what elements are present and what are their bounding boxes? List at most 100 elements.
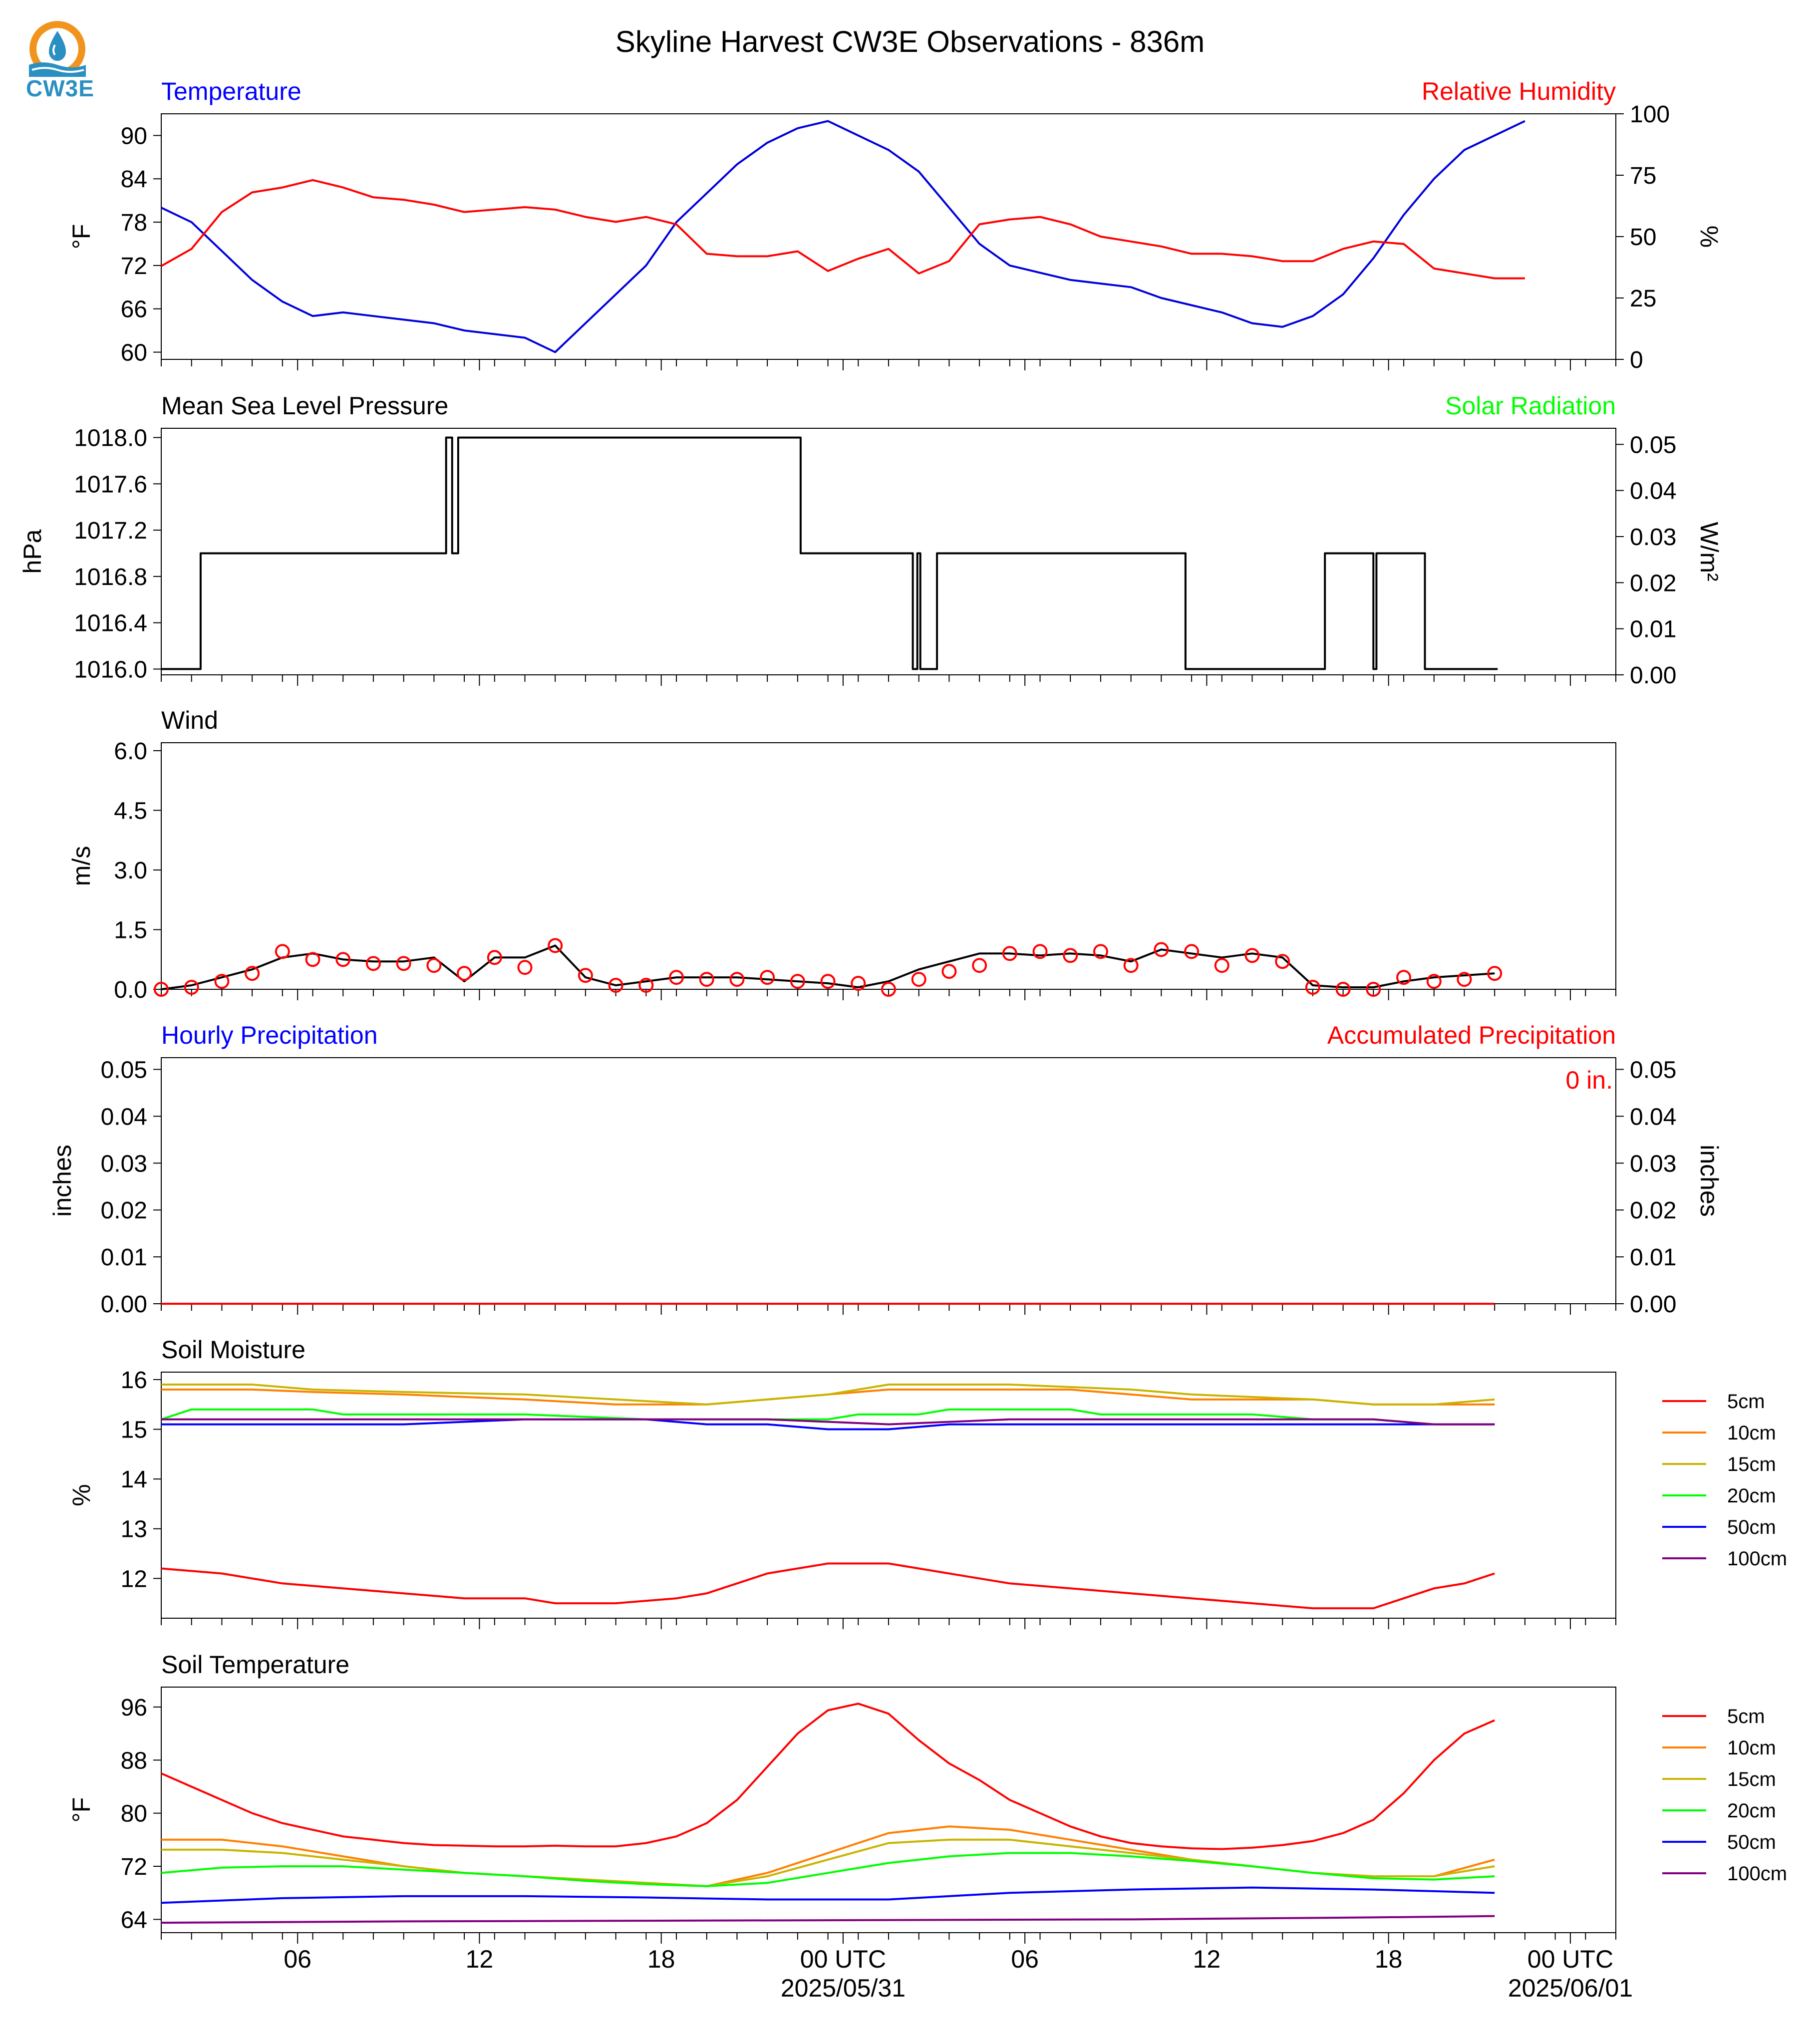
wind-gust-marker [851,976,866,991]
legend-label: 20cm [1727,1485,1776,1507]
wind-gust-marker [1214,958,1229,973]
y-tick-label: 80 [121,1801,147,1827]
wind-gust-marker [1426,974,1442,989]
wind-gust-marker [365,956,381,971]
legend-label: 10cm [1727,1422,1776,1444]
y-tick-label: 84 [121,166,147,193]
panel-frame-4 [161,1057,1616,1304]
y-tick-label: 0.03 [101,1151,147,1177]
legend-label: 100cm [1727,1548,1787,1570]
wind-gust-marker [1335,982,1351,997]
x-tick-label: 00 UTC [1527,1945,1613,1973]
y-tick-label: 1016.0 [74,656,147,683]
panel-frame-3 [161,742,1616,990]
y-tick-label: 0.02 [101,1197,147,1224]
y-tick-label: 16 [121,1367,147,1394]
y-tick-label: 0.0 [114,977,147,1003]
wind-gust-marker [245,966,260,981]
y-tick-label-right: 0.02 [1630,1197,1676,1224]
x-tick-label: 00 UTC [800,1945,886,1973]
y-tick-label: 90 [121,123,147,149]
y-tick-label: 1018.0 [74,425,147,452]
y-axis-label: °F [67,224,95,250]
wind-gust-marker [1154,942,1169,957]
y-tick-label: 15 [121,1417,147,1444]
panel-title-right: Relative Humidity [1422,77,1616,105]
wind-gust-marker [760,970,775,985]
series-line-100cm [161,1418,1495,1426]
wind-gust-marker [275,944,290,959]
y-tick-label: 1017.6 [74,471,147,498]
y-tick-label-right: 0.01 [1630,616,1676,643]
series-line-s0 [161,944,1495,990]
wind-gust-marker [184,980,199,995]
wind-gust-marker [457,966,472,981]
y-tick-label-right: 0 [1630,347,1643,373]
legend-label: 5cm [1727,1391,1765,1413]
wind-gust-marker [1184,944,1200,959]
wind-gust-marker [487,950,502,965]
wind-gust-marker [941,964,957,979]
wind-gust-marker [335,952,351,967]
y-tick-label: 60 [121,340,147,366]
y-tick-label: 72 [121,1854,147,1880]
cw3e-logo [20,15,125,115]
series-line-5cm [161,1562,1495,1610]
wind-gust-marker [699,972,714,987]
wind-gust-marker [517,960,533,975]
y-tick-label: 1016.8 [74,564,147,590]
wind-gust-marker [1305,980,1320,995]
y-tick-label: 1016.4 [74,610,147,637]
legend-label: 15cm [1727,1453,1776,1475]
y-axis-label-right: inches [1695,1145,1723,1217]
wind-gust-marker [1396,970,1412,985]
x-tick-label: 12 [466,1945,494,1973]
y-tick-label: 88 [121,1747,147,1774]
wind-gust-marker [881,982,896,997]
series-line-15cm [161,1838,1495,1887]
y-tick-label: 6.0 [114,738,147,765]
x-tick-label: 06 [284,1945,311,1973]
wind-gust-marker [1244,948,1260,963]
y-tick-label: 78 [121,210,147,236]
wind-gust-marker [1275,954,1290,969]
y-axis-label-right: W/m² [1695,522,1723,581]
legend-label: 50cm [1727,1516,1776,1538]
wind-gust-marker [214,974,230,989]
panel-title-left: Soil Moisture [161,1336,305,1364]
series-line-s1 [161,179,1525,280]
accumulated-total-label: 0 in. [1565,1066,1613,1094]
wind-gust-marker [669,970,684,985]
wind-gust-marker [1123,958,1139,973]
panel-title-left: Mean Sea Level Pressure [161,392,448,420]
legend-label: 10cm [1727,1737,1776,1759]
y-tick-label: 96 [121,1695,147,1721]
wind-gust-marker [548,938,563,953]
wind-gust-marker [972,958,987,973]
series-line-50cm [161,1418,1495,1431]
y-tick-label: 13 [121,1516,147,1543]
panel-frame-5 [161,1372,1616,1619]
series-line-s0 [161,436,1498,670]
y-tick-label-right: 25 [1630,286,1656,312]
y-tick-label: 0.04 [101,1104,147,1130]
legend-label: 5cm [1727,1706,1765,1728]
legend-label: 100cm [1727,1863,1787,1885]
y-tick-label-right: 0.05 [1630,432,1676,458]
y-axis-label: inches [48,1145,76,1217]
wind-gust-marker [396,956,411,971]
y-tick-label: 72 [121,253,147,280]
y-tick-label: 12 [121,1566,147,1592]
series-line-50cm [161,1886,1495,1904]
y-tick-label-right: 50 [1630,224,1656,251]
chart-title: Skyline Harvest CW3E Observations - 836m [615,25,1205,58]
y-tick-label: 4.5 [114,798,147,824]
y-axis-label: °F [67,1797,95,1823]
wind-gust-marker [1487,966,1503,981]
y-tick-label-right: 0.00 [1630,1291,1676,1318]
wind-gust-marker [154,982,169,997]
y-tick-label: 64 [121,1907,147,1933]
legend-label: 20cm [1727,1800,1776,1822]
series-line-10cm [161,1825,1495,1887]
